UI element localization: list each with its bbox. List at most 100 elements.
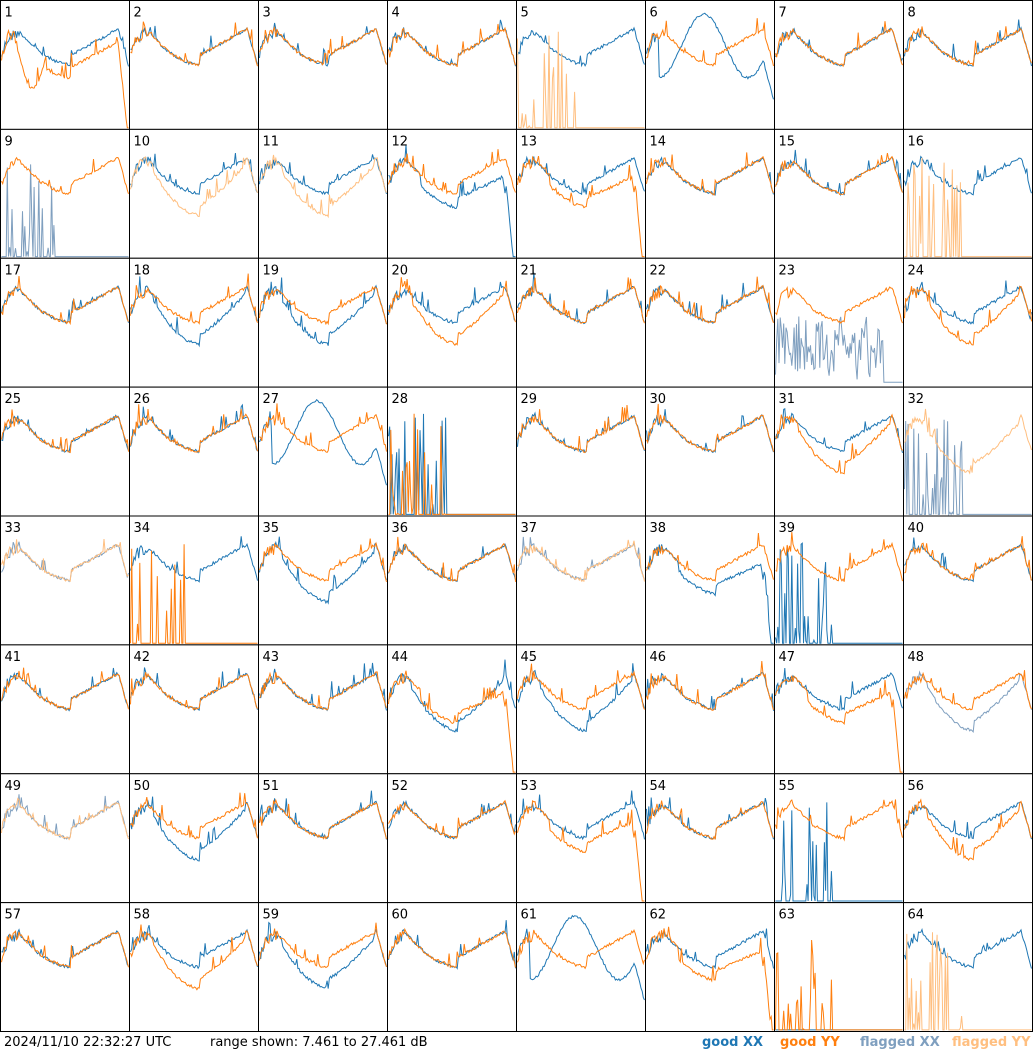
panel-frame	[903, 773, 1033, 904]
panel-frame	[258, 515, 388, 646]
panel-frame	[516, 773, 646, 904]
series-yy-line	[130, 672, 258, 711]
panel-label: 18	[134, 263, 151, 278]
panel-label: 58	[134, 908, 151, 923]
panel-frame	[258, 644, 388, 775]
series-yy-line	[646, 926, 774, 1031]
series-yy-line	[259, 154, 387, 219]
panel-frame	[387, 644, 517, 775]
series-yy-line	[388, 23, 516, 68]
series-xx-line	[904, 928, 1032, 969]
panel-label: 62	[650, 908, 667, 923]
panel-frame	[387, 0, 517, 130]
panel-58: 58	[129, 902, 259, 1032]
series-yy-line	[388, 799, 516, 840]
series-yy-line	[775, 939, 903, 1031]
series-yy-line	[775, 532, 903, 582]
panel-label: 29	[521, 392, 538, 407]
panel-label: 23	[779, 263, 796, 278]
panel-label: 19	[263, 263, 280, 278]
panel-label: 44	[392, 650, 409, 665]
panel-label: 31	[779, 392, 796, 407]
panel-16: 16	[903, 128, 1033, 259]
series-yy-line	[130, 544, 258, 644]
panel-14: 14	[645, 128, 775, 259]
panel-27: 27	[258, 386, 388, 517]
panel-62: 62	[645, 902, 775, 1032]
series-yy-line	[517, 928, 645, 970]
panel-label: 50	[134, 779, 151, 794]
series-xx-line	[775, 149, 903, 197]
series-yy-line	[259, 798, 387, 840]
panel-frame	[129, 773, 259, 904]
series-yy-line	[1, 667, 129, 711]
series-yy-line	[775, 153, 903, 196]
series-xx-line	[646, 928, 774, 970]
legend-good-yy: good YY	[780, 1035, 840, 1050]
series-xx-line	[517, 411, 645, 454]
panel-label: 40	[908, 521, 925, 536]
panel-label: 7	[779, 6, 787, 21]
panel-label: 45	[521, 650, 538, 665]
panel-label: 10	[134, 134, 151, 149]
panel-label: 15	[779, 134, 796, 149]
panel-label: 42	[134, 650, 151, 665]
panel-label: 8	[908, 6, 916, 21]
series-xx-line	[388, 281, 516, 325]
panel-1: 1	[0, 0, 130, 130]
panel-label: 55	[779, 779, 796, 794]
series-yy-line	[904, 536, 1032, 581]
panel-label: 17	[5, 263, 22, 278]
panel-47: 47	[774, 644, 904, 775]
panel-15: 15	[774, 128, 904, 259]
panel-4: 4	[387, 0, 517, 130]
panel-label: 52	[392, 779, 409, 794]
legend-flagged-yy: flagged YY	[952, 1035, 1031, 1050]
panel-25: 25	[0, 386, 130, 517]
panel-label: 36	[392, 521, 409, 536]
series-xx-line	[904, 19, 1032, 67]
panel-label: 27	[263, 392, 280, 407]
panel-label: 11	[263, 134, 280, 149]
panel-9: 9	[0, 128, 130, 259]
series-yy-line	[259, 286, 387, 326]
panel-label: 2	[134, 6, 142, 21]
series-xx-line	[1, 28, 129, 67]
panel-43: 43	[258, 644, 388, 775]
series-yy-line	[904, 26, 1032, 67]
panel-label: 51	[263, 779, 280, 794]
series-xx-line	[775, 542, 903, 646]
panel-46: 46	[645, 644, 775, 775]
series-yy-line	[775, 413, 903, 475]
panel-label: 46	[650, 650, 667, 665]
series-yy-line	[904, 408, 1032, 475]
series-yy-line	[388, 670, 516, 773]
panel-30: 30	[645, 386, 775, 517]
panel-label: 57	[5, 908, 22, 923]
series-yy-line	[517, 155, 645, 258]
panel-31: 31	[774, 386, 904, 517]
panel-10: 10	[129, 128, 259, 259]
panel-frame	[645, 644, 775, 775]
series-yy-line	[388, 927, 516, 969]
panel-frame	[258, 386, 388, 517]
panel-label: 24	[908, 263, 925, 278]
panel-38: 38	[645, 515, 775, 646]
series-xx-line	[904, 419, 1032, 517]
series-yy-line	[259, 538, 387, 583]
panel-61: 61	[516, 902, 646, 1032]
panel-label: 64	[908, 908, 925, 923]
panel-42: 42	[129, 644, 259, 775]
series-yy-line	[517, 31, 645, 129]
series-yy-line	[646, 661, 774, 711]
series-yy-line	[775, 21, 903, 68]
series-yy-line	[130, 924, 258, 991]
panel-11: 11	[258, 128, 388, 259]
panel-36: 36	[387, 515, 517, 646]
panel-label: 14	[650, 134, 667, 149]
series-yy-line	[1, 156, 129, 196]
panel-24: 24	[903, 257, 1033, 388]
panel-52: 52	[387, 773, 517, 904]
panel-label: 22	[650, 263, 667, 278]
series-xx-line	[130, 796, 258, 862]
